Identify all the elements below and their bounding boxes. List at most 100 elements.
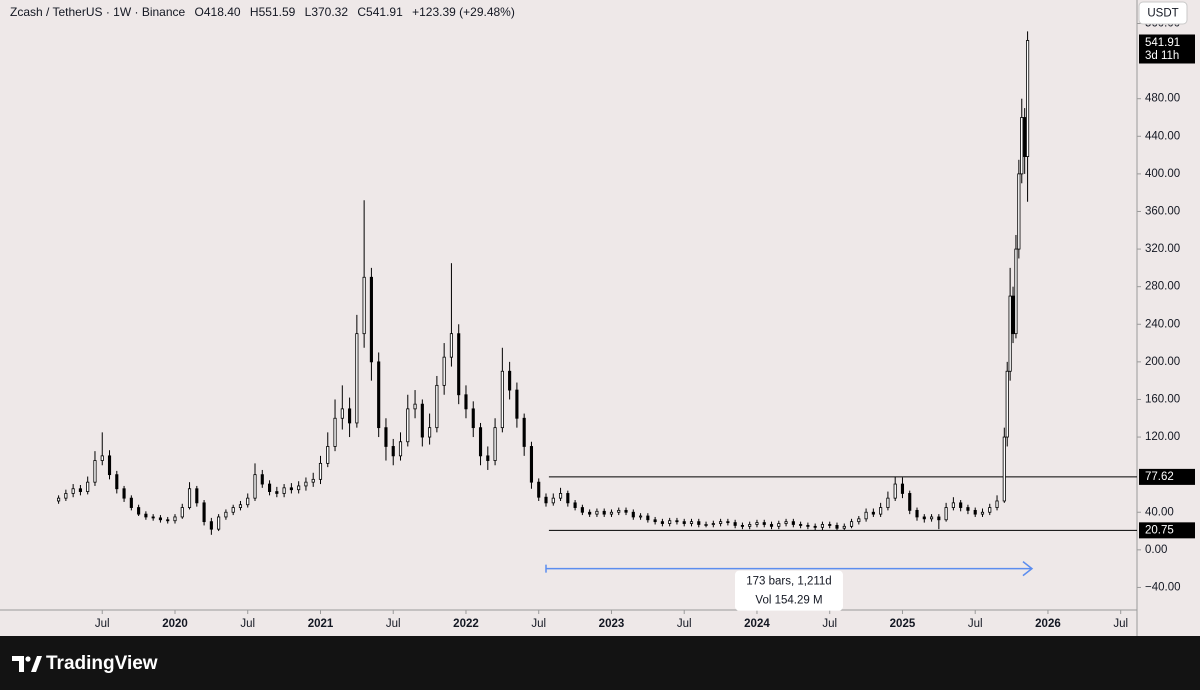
candle-body xyxy=(995,500,999,508)
candle-body xyxy=(151,516,155,519)
y-tick-label: 400.00 xyxy=(1145,168,1180,180)
candle-body xyxy=(362,276,366,335)
candle-body xyxy=(1023,117,1027,157)
candle-body xyxy=(231,507,235,513)
brand-name: TradingView xyxy=(46,653,158,674)
candle-body xyxy=(377,361,381,429)
candle-body xyxy=(275,491,279,494)
candle-body xyxy=(908,493,912,511)
candle-body xyxy=(755,522,759,525)
candle-body xyxy=(566,493,570,504)
candle-body xyxy=(457,333,461,396)
candle-body xyxy=(791,521,795,525)
candle-body xyxy=(740,525,744,527)
ohlc-low: L370.32 xyxy=(305,5,349,19)
candle-body xyxy=(115,474,119,490)
candle-body xyxy=(522,417,526,447)
candle-body xyxy=(828,524,832,526)
candle-body xyxy=(93,460,97,483)
candle-body xyxy=(711,523,715,525)
candle-body xyxy=(180,507,184,518)
measure-volume: Vol 154.29 M xyxy=(755,595,822,607)
candle-body xyxy=(1020,117,1024,175)
y-tick-label: 320.00 xyxy=(1145,243,1180,255)
candle-body xyxy=(340,408,344,419)
candle-body xyxy=(64,493,68,499)
y-tick-label: 40.00 xyxy=(1145,506,1174,518)
x-tick-label: Jul xyxy=(1113,618,1128,630)
candle-body xyxy=(646,515,650,521)
measure-range: 173 bars, 1,211d xyxy=(746,576,831,588)
candle-body xyxy=(544,496,548,504)
candle-body xyxy=(515,389,519,419)
candle-body xyxy=(726,521,730,524)
y-tick-label: 360.00 xyxy=(1145,206,1180,218)
currency-button[interactable]: USDT xyxy=(1138,1,1188,25)
candle-body xyxy=(529,446,534,483)
x-tick-label: 2026 xyxy=(1035,618,1061,630)
candle-body xyxy=(944,507,948,521)
candle-body xyxy=(464,394,468,410)
candle-body xyxy=(420,403,424,438)
candle-body xyxy=(929,516,934,520)
candle-body xyxy=(478,427,483,457)
logo-dot xyxy=(25,656,31,662)
candle-body xyxy=(217,516,221,530)
candle-body xyxy=(1002,436,1006,502)
candle-body xyxy=(733,522,737,526)
candle-body xyxy=(573,502,577,508)
y-tick-label: 0.00 xyxy=(1145,544,1167,556)
candle-body xyxy=(318,462,323,480)
candle-body xyxy=(137,507,141,515)
candle-body xyxy=(602,510,606,515)
ohlc-high: H551.59 xyxy=(250,5,296,19)
candle-body xyxy=(398,441,403,457)
candle-body xyxy=(922,516,926,520)
candle-body xyxy=(806,525,810,527)
candle-body xyxy=(260,474,264,485)
countdown-label: 3d 11h xyxy=(1145,50,1179,62)
candle-body xyxy=(682,521,686,524)
candle-body xyxy=(966,507,970,511)
level-label: 77.62 xyxy=(1145,471,1174,483)
candle-body xyxy=(835,525,839,529)
x-tick-label: 2020 xyxy=(162,618,188,630)
candle-body xyxy=(1008,295,1012,372)
last-price-label: 541.91 xyxy=(1145,37,1180,49)
measure-head xyxy=(1022,561,1034,577)
currency-label[interactable]: USDT xyxy=(1147,8,1178,20)
candle-body xyxy=(1014,248,1018,335)
candle-body xyxy=(609,511,614,515)
candle-body xyxy=(173,516,177,522)
y-tick-label: 200.00 xyxy=(1145,356,1180,368)
x-tick-label: Jul xyxy=(531,618,546,630)
candle-body xyxy=(406,408,410,443)
candle-body xyxy=(893,483,897,499)
candle-body xyxy=(333,417,337,447)
y-tick-label: 480.00 xyxy=(1145,93,1180,105)
candle-body xyxy=(937,516,941,521)
measure-box xyxy=(734,570,843,611)
x-tick-label: Jul xyxy=(968,618,983,630)
candle-body xyxy=(122,488,126,499)
candle-body xyxy=(784,521,788,524)
symbol-title: Zcash / TetherUS · 1W · Binance xyxy=(10,5,186,19)
candle-body xyxy=(980,511,985,515)
candle-body xyxy=(129,497,133,508)
candle-body xyxy=(988,507,992,513)
candle-body xyxy=(282,487,286,494)
candle-body xyxy=(813,525,817,528)
candle-body xyxy=(144,513,148,518)
candle-body xyxy=(348,408,352,424)
candle-body xyxy=(100,455,104,461)
candle-body xyxy=(558,493,563,499)
candle-body xyxy=(849,521,854,527)
brand-logo xyxy=(12,656,42,672)
candle-body xyxy=(820,524,825,528)
candle-body xyxy=(202,502,206,523)
candle-body xyxy=(391,446,395,457)
currency-box[interactable] xyxy=(1138,1,1188,25)
candle-body xyxy=(238,504,243,508)
candle-body xyxy=(1026,40,1030,157)
candle-body xyxy=(653,519,657,523)
